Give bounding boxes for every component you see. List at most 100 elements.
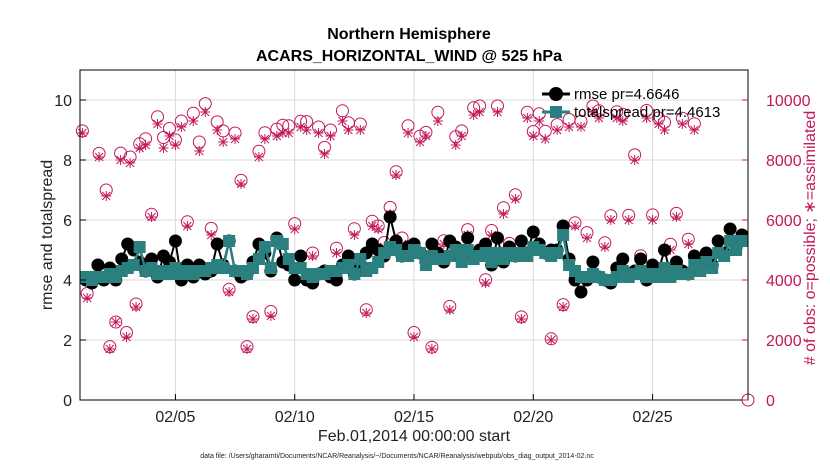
obs-assimilated-point (659, 125, 670, 135)
obs-assimilated-point (343, 125, 354, 135)
rmse-point (711, 234, 725, 248)
obs-assimilated-point (522, 113, 533, 123)
rmse-point (491, 231, 504, 245)
rmse-point (91, 258, 105, 272)
totalspread-point (258, 241, 271, 253)
obs-assimilated-point (373, 224, 384, 234)
obs-assimilated-point (480, 278, 491, 288)
totalspread-point (557, 229, 570, 241)
obs-assimilated-point (101, 191, 112, 201)
obs-assimilated-point (140, 140, 151, 150)
y-tick-label: 2 (63, 333, 72, 350)
x-tick-label: 02/05 (155, 409, 195, 426)
chart-subtitle: ACARS_HORIZONTAL_WIND @ 525 hPa (256, 48, 562, 65)
rmse-point (210, 237, 224, 251)
obs-assimilated-point (194, 146, 205, 156)
y2-axis-label: # of obs: o=possible; ∗=assimilated (802, 111, 819, 365)
obs-assimilated-point (540, 134, 551, 144)
totalspread-point (413, 247, 426, 259)
rmse-point (168, 234, 182, 248)
y-axis-label: rmse and totalspread (39, 160, 56, 310)
obs-assimilated-point (629, 155, 640, 165)
obs-assimilated-point (224, 287, 235, 297)
legend-rmse-label: rmse pr=4.6646 (574, 86, 679, 103)
totalspread-point (133, 241, 146, 253)
obs-assimilated-point (331, 248, 342, 258)
obs-assimilated-point (426, 344, 437, 354)
obs-assimilated-point (623, 215, 634, 225)
obs-assimilated-point (516, 314, 527, 324)
obs-assimilated-point (349, 230, 360, 240)
obs-assimilated-point (131, 302, 142, 312)
obs-possible-point (335, 104, 349, 118)
obs-assimilated-point (647, 215, 658, 225)
y2-tick-label: 6000 (766, 213, 802, 230)
obs-possible-point (109, 315, 123, 329)
legend-spread-label: totalspread pr=4.4613 (574, 104, 720, 121)
y-tick-label: 6 (63, 213, 72, 230)
totalspread-point (264, 262, 277, 274)
y-tick-label: 0 (63, 393, 72, 410)
obs-assimilated-point (420, 131, 431, 141)
y-tick-label: 10 (54, 93, 72, 110)
totalspread-point (217, 262, 230, 274)
obs-assimilated-point (170, 140, 181, 150)
obs-assimilated-point (361, 308, 372, 318)
obs-assimilated-point (301, 125, 312, 135)
x-axis: 02/05 02/10 02/15 02/20 02/25 (155, 394, 673, 426)
rmse-point (723, 222, 737, 236)
x-tick-label: 02/20 (513, 409, 553, 426)
obs-assimilated-point (236, 179, 247, 189)
rmse-point (294, 249, 308, 263)
totalspread-point (551, 247, 564, 259)
obs-assimilated-point (432, 116, 443, 126)
obs-assimilated-point (641, 113, 652, 123)
obs-assimilated-point (576, 122, 586, 132)
totalspread-point (449, 244, 462, 256)
obs-assimilated-point (200, 107, 211, 117)
y-tick-label: 4 (63, 273, 72, 290)
obs-assimilated-point (125, 158, 136, 168)
obs-assimilated-point (110, 317, 121, 327)
obs-assimilated-point (152, 119, 163, 129)
obs-assimilated-point (218, 137, 229, 147)
obs-assimilated-point (319, 149, 330, 159)
obs-assimilated-point (403, 128, 414, 138)
obs-assimilated-point (307, 251, 318, 261)
rmse-point (586, 255, 600, 269)
obs-possible-point (216, 124, 230, 138)
obs-assimilated-point (259, 134, 270, 144)
y-tick-label: 8 (63, 153, 72, 170)
obs-assimilated-point (230, 134, 241, 144)
rmse-point (616, 252, 630, 266)
rmse-point (461, 231, 475, 245)
data-file-footnote: data file: /Users/gharamti/Documents/NCA… (200, 453, 594, 460)
obs-assimilated-point (77, 128, 88, 138)
rmse-point (658, 243, 671, 257)
obs-assimilated-point (671, 212, 682, 222)
y2-tick-label: 10000 (766, 93, 811, 110)
y2-tick-label: 2000 (766, 333, 802, 350)
legend-rmse-marker (549, 87, 563, 101)
totalspread-point (455, 256, 468, 268)
rmse-point (514, 234, 528, 248)
obs-assimilated-point (289, 224, 300, 234)
rmse-point (634, 252, 648, 266)
obs-assimilated-point (253, 152, 264, 162)
obs-assimilated-point (683, 239, 694, 249)
obs-assimilated-point (599, 242, 610, 252)
totalspread-point (706, 262, 719, 274)
obs-assimilated-point (474, 107, 485, 117)
rmse-point (288, 273, 302, 287)
obs-assimilated-point (158, 143, 169, 153)
obs-assimilated-point (146, 212, 157, 222)
obs-assimilated-point (444, 305, 455, 315)
totalspread-point (223, 235, 236, 247)
obs-assimilated-point (414, 137, 425, 147)
legend-spread-marker (550, 106, 562, 118)
obs-assimilated-point (409, 332, 419, 342)
obs-assimilated-point (313, 128, 324, 138)
obs-assimilated-point (283, 128, 294, 138)
x-tick-label: 02/25 (633, 409, 673, 426)
